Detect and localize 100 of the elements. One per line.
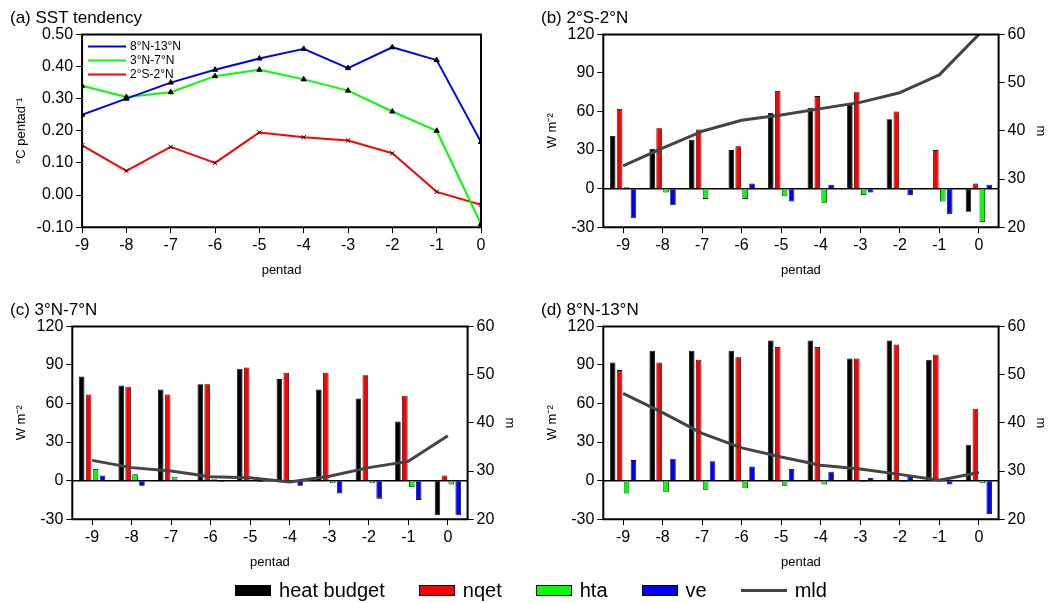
legend-label: heat budget [279, 579, 385, 601]
y-tick-label: 120 [36, 316, 64, 334]
y2-tick-label: 30 [476, 461, 495, 479]
x-tick-label: -6 [203, 528, 218, 546]
y-axis-title: W m⁻² [544, 112, 560, 149]
chart-title: (a) SST tendency [10, 7, 143, 27]
y-tick-label: 0.40 [41, 56, 74, 74]
x-tick-label: -7 [695, 528, 710, 546]
y2-axis-title: m [502, 417, 518, 429]
x-tick-label: -4 [282, 528, 297, 546]
x-tick-label: -2 [385, 236, 400, 254]
y2-tick-label: 60 [1007, 316, 1026, 334]
x-tick-label: -5 [243, 528, 258, 546]
y2-tick-label: 30 [1007, 461, 1026, 479]
x-tick-label: -2 [361, 528, 376, 546]
legend-label: 3°N-7°N [130, 52, 175, 67]
x-tick-label: 0 [974, 528, 984, 546]
y2-tick-label: 20 [1007, 509, 1026, 527]
x-tick-label: 0 [443, 528, 453, 546]
legend-label: mld [794, 579, 827, 601]
y-tick-label: 90 [45, 355, 64, 373]
x-tick-label: -3 [853, 236, 868, 254]
x-tick-label: -4 [296, 236, 311, 254]
y-axis-title: W m⁻² [13, 404, 29, 441]
x-axis-title: pentad [781, 553, 821, 569]
y2-tick-label: 30 [1007, 169, 1026, 187]
y2-tick-label: 40 [1007, 413, 1026, 431]
chart-title: (d) 8°N-13°N [541, 299, 639, 319]
y2-tick-label: 40 [1007, 121, 1026, 139]
y-tick-label: -30 [40, 509, 64, 527]
x-tick-label: -8 [655, 528, 670, 546]
y-axis-title: W m⁻² [544, 404, 560, 441]
y-tick-label: 0.10 [41, 153, 74, 171]
y-tick-label: 60 [45, 393, 64, 411]
x-axis-title: pentad [781, 261, 821, 277]
x-tick-label: -3 [340, 236, 356, 254]
y-tick-label: -0.10 [36, 217, 74, 235]
y2-tick-label: 50 [1007, 365, 1026, 383]
y2-axis-title: m [1033, 417, 1049, 429]
x-tick-label: -7 [164, 528, 179, 546]
y2-tick-label: 40 [476, 413, 495, 431]
y-axis-title: °C pentad⁻¹ [13, 96, 29, 164]
x-axis-title: pentad [261, 261, 302, 277]
y-tick-label: 90 [576, 63, 595, 81]
legend-label: hta [579, 579, 608, 601]
x-tick-label: -8 [655, 236, 670, 254]
y-tick-label: 60 [576, 101, 595, 119]
x-tick-label: -5 [774, 236, 789, 254]
y-tick-label: 0.20 [41, 121, 74, 139]
x-tick-label: -7 [163, 236, 178, 254]
x-tick-label: -6 [207, 236, 223, 254]
x-tick-label: -3 [853, 528, 868, 546]
x-tick-label: -7 [695, 236, 710, 254]
y2-tick-label: 60 [1007, 24, 1026, 42]
x-tick-label: -8 [119, 236, 134, 254]
y-tick-label: -30 [571, 509, 595, 527]
x-axis-title: pentad [250, 553, 290, 569]
bar [276, 379, 283, 481]
x-tick-label: -5 [252, 236, 267, 254]
y2-tick-label: 20 [1007, 217, 1026, 235]
x-tick-label: -1 [932, 528, 947, 546]
y-tick-label: 0 [585, 471, 595, 489]
y-tick-label: 60 [576, 393, 595, 411]
legend-label: 2°S-2°N [130, 66, 174, 81]
x-tick-label: 0 [476, 236, 486, 254]
y-tick-label: -30 [571, 217, 595, 235]
y-tick-label: 0.30 [41, 89, 74, 107]
y2-tick-label: 20 [476, 509, 495, 527]
x-tick-label: -8 [124, 528, 139, 546]
y-tick-label: 30 [45, 432, 64, 450]
y2-tick-label: 50 [476, 365, 495, 383]
y-tick-label: 120 [567, 316, 595, 334]
x-tick-label: -5 [774, 528, 789, 546]
x-tick-label: -9 [615, 528, 631, 546]
y-tick-label: 0.00 [41, 185, 74, 203]
y-tick-label: 30 [576, 140, 595, 158]
x-tick-label: 0 [974, 236, 984, 254]
y-tick-label: 120 [567, 24, 595, 42]
y-tick-label: 0 [585, 179, 595, 197]
x-tick-label: -1 [429, 236, 444, 254]
x-tick-label: -9 [74, 236, 90, 254]
x-tick-label: -1 [401, 528, 416, 546]
x-tick-label: -6 [734, 236, 749, 254]
legend-label: 8°N-13°N [130, 38, 182, 53]
x-tick-label: -3 [322, 528, 337, 546]
x-tick-label: -9 [615, 236, 631, 254]
x-tick-label: -2 [892, 236, 907, 254]
chart-title: (b) 2°S-2°N [541, 7, 629, 27]
legend-label: nqet [462, 579, 502, 601]
x-tick-label: -6 [734, 528, 749, 546]
legend-label: ve [685, 579, 707, 601]
x-tick-label: -2 [892, 528, 907, 546]
x-tick-label: -9 [84, 528, 100, 546]
y-tick-label: 0.50 [41, 24, 74, 42]
y2-tick-label: 50 [1007, 73, 1026, 91]
chart-title: (c) 3°N-7°N [10, 299, 98, 319]
y-tick-label: 30 [576, 432, 595, 450]
x-tick-label: -1 [932, 236, 947, 254]
y2-tick-label: 60 [476, 316, 495, 334]
x-tick-label: -4 [813, 528, 828, 546]
